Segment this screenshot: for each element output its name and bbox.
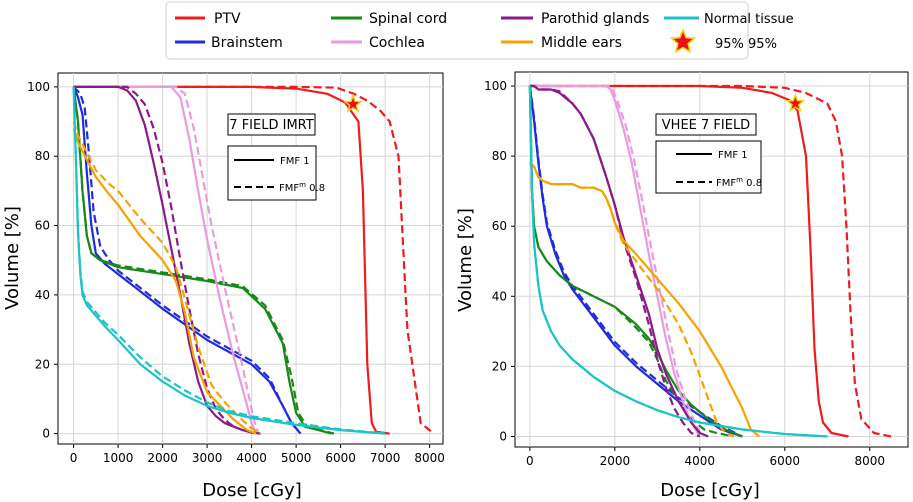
x-tick-label-1000: 1000 — [103, 451, 134, 465]
style-legend-right-frame — [655, 140, 762, 194]
curve-middle-ears-dashed — [72, 121, 262, 435]
title-box-left: 7 FIELD IMRT — [227, 113, 316, 136]
y-tick-label-0: 0 — [42, 427, 50, 441]
curve-parothid-glands-dashed — [73, 85, 261, 435]
legend-label-parothid-glands: Parothid glands — [541, 11, 649, 27]
style-legend-right-dashed-label: FMFm 0.8 — [716, 176, 762, 189]
ylabel-left: Volume [%] — [2, 206, 23, 310]
style-legend-right: FMF 1 FMFm 0.8 — [655, 140, 762, 194]
title-right: VHEE 7 FIELD — [662, 118, 750, 133]
x-tick-label-0: 0 — [70, 451, 78, 465]
style-legend-left-frame — [227, 145, 317, 201]
y-tick-label-60: 60 — [492, 219, 507, 233]
legend-entry-brainstem: Brainstem — [175, 35, 283, 51]
style-legend-right-solid-label: FMF 1 — [718, 150, 748, 161]
style-legend-right-dashed-base: FMF — [716, 178, 736, 189]
curve-ptv-solid — [529, 84, 849, 438]
x-tick-label-6000: 6000 — [770, 454, 801, 468]
star-marker-left — [342, 93, 364, 113]
curve-parothid-glands-dashed — [529, 84, 701, 438]
curve-cochlea-solid — [73, 85, 258, 435]
curves-left — [72, 85, 435, 435]
curve-cochlea-dashed — [529, 84, 703, 437]
legend-label-brainstem: Brainstem — [211, 35, 283, 51]
y-tick-label-60: 60 — [35, 219, 50, 233]
legend-label-ptv: PTV — [214, 11, 241, 27]
xlabel-left: Dose [cGy] — [202, 480, 302, 501]
ylabel-right: Volume [%] — [455, 208, 476, 312]
style-legend-left-dashed-label: FMFm 0.8 — [279, 181, 325, 194]
y-tick-label-100: 100 — [27, 80, 50, 94]
x-tick-label-3000: 3000 — [192, 451, 223, 465]
top-legend: PTV Brainstem Spinal cord Cochlea Paroth… — [165, 1, 794, 60]
style-legend-left-solid-label: FMF 1 — [280, 156, 310, 167]
title-box-right-frame — [655, 113, 757, 136]
legend-entry-spinal-cord: Spinal cord — [331, 11, 447, 27]
style-legend-right-dashed-tail: 0.8 — [743, 178, 762, 189]
yticks-left: 0 20 40 60 80 100 — [27, 80, 58, 441]
legend-label-spinal-cord: Spinal cord — [369, 11, 447, 27]
y-tick-label-40: 40 — [35, 288, 50, 302]
legend-entry-parothid-glands: Parothid glands — [501, 11, 649, 27]
legend-entry-star: 95% 95% — [669, 27, 777, 54]
legend-entry-middle-ears: Middle ears — [501, 35, 622, 51]
title-box-left-frame — [227, 113, 316, 136]
style-legend-left-dashed-tail: 0.8 — [306, 183, 325, 194]
curve-parothid-glands-solid — [73, 85, 261, 435]
panel-left: 0 1000 2000 3000 4000 5000 6000 7000 8000 0 20 40 6… — [2, 72, 445, 501]
x-tick-label-8000: 8000 — [854, 454, 885, 468]
x-tick-label-6000: 6000 — [325, 451, 356, 465]
curve-cochlea-solid — [529, 84, 701, 438]
curve-ptv-dashed — [529, 84, 892, 438]
panel-right: 0 2000 4000 6000 8000 0 20 40 60 80 100 Dose [cGy… — [455, 71, 909, 501]
legend-entry-cochlea: Cochlea — [331, 35, 425, 51]
y-tick-label-80: 80 — [492, 149, 507, 163]
legend-label-normal-tissue: Normal tissue — [704, 12, 794, 27]
y-tick-label-20: 20 — [492, 359, 507, 373]
star-marker-right — [785, 92, 806, 113]
y-tick-label-0: 0 — [499, 429, 507, 443]
curve-normal-tissue-dashed — [528, 85, 828, 438]
curve-cochlea-dashed — [73, 85, 260, 434]
curve-ptv-dashed — [73, 85, 435, 435]
x-tick-label-5000: 5000 — [281, 451, 312, 465]
legend-star-icon — [669, 27, 697, 54]
x-tick-label-0: 0 — [526, 454, 534, 468]
style-legend-right-dashed-sup: m — [736, 176, 743, 184]
legend-label-middle-ears: Middle ears — [541, 35, 622, 51]
legend-star-label: 95% 95% — [715, 37, 777, 52]
style-legend-left: FMF 1 FMFm 0.8 — [227, 145, 325, 201]
curve-spinal-cord-dashed — [72, 86, 335, 435]
style-legend-left-dashed-base: FMF — [279, 183, 299, 194]
curve-middle-ears-dashed — [529, 162, 735, 438]
curves-right — [528, 84, 892, 438]
x-tick-label-4000: 4000 — [236, 451, 267, 465]
curve-normal-tissue-dashed — [72, 86, 386, 435]
yticks-right: 0 20 40 60 80 100 — [484, 79, 515, 443]
xticks-left: 0 1000 2000 3000 4000 5000 6000 7000 8000 — [70, 444, 445, 465]
legend-entry-ptv: PTV — [175, 11, 241, 27]
title-box-right: VHEE 7 FIELD — [655, 113, 757, 136]
style-legend-left-dashed-sup: m — [299, 181, 306, 189]
curve-brainstem-dashed — [72, 86, 302, 435]
y-tick-label-80: 80 — [35, 149, 50, 163]
x-tick-label-2000: 2000 — [600, 454, 631, 468]
title-left: 7 FIELD IMRT — [229, 118, 313, 133]
legend-entry-normal-tissue: Normal tissue — [664, 12, 794, 27]
legend-frame — [165, 1, 749, 60]
curve-ptv-solid — [73, 85, 390, 435]
legend-label-cochlea: Cochlea — [369, 35, 425, 51]
xticks-right: 0 2000 4000 6000 8000 — [526, 447, 885, 468]
y-tick-label-100: 100 — [484, 79, 507, 93]
y-tick-label-20: 20 — [35, 357, 50, 371]
x-tick-label-7000: 7000 — [370, 451, 401, 465]
xlabel-right: Dose [cGy] — [660, 480, 760, 501]
x-tick-label-4000: 4000 — [685, 454, 716, 468]
x-tick-label-2000: 2000 — [147, 451, 178, 465]
y-tick-label-40: 40 — [492, 289, 507, 303]
curve-brainstem-dashed — [528, 85, 743, 438]
x-tick-label-8000: 8000 — [414, 451, 445, 465]
